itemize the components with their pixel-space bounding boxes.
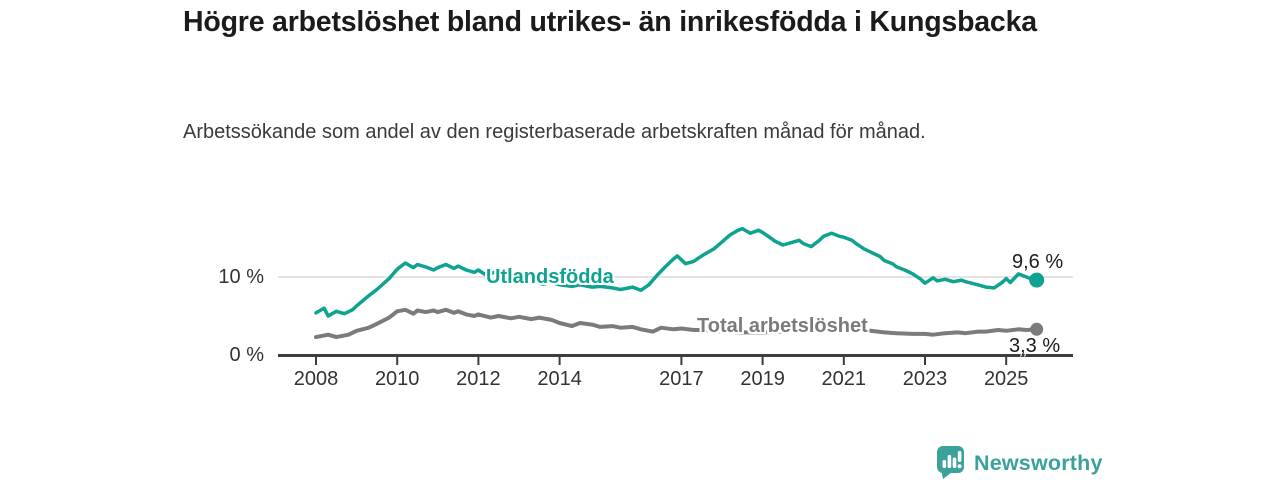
end-value-label-utlandsfodda: 9,6 % <box>1012 251 1064 273</box>
bar-chart-speech-bubble-icon <box>937 446 964 479</box>
end-value-label-total-arbetsloshet: 3,3 % <box>1009 335 1061 357</box>
x-tick-label: 2025 <box>983 368 1029 390</box>
series-label-total-arbetsloshet: Total arbetslöshet <box>697 315 868 337</box>
series-label-utlandsfodda: Utlandsfödda <box>486 266 614 288</box>
series-endpoint-utlandsfodda <box>1029 272 1045 288</box>
x-tick-label: 2019 <box>740 368 785 390</box>
series-line-utlandsfodda <box>314 226 1039 318</box>
series-line-total-arbetsloshet <box>314 307 1039 340</box>
newsworthy-logo: Newsworthy <box>936 445 1103 480</box>
page-title: Högre arbetslöshet bland utrikes- än inr… <box>183 6 1037 38</box>
brand-name: Newsworthy <box>974 450 1103 475</box>
x-tick-label: 2021 <box>821 368 867 390</box>
x-tick-label: 2008 <box>293 368 339 390</box>
y-axis-label-0: 0 % <box>229 344 264 366</box>
x-tick-label: 2012 <box>456 368 501 390</box>
x-tick-label: 2017 <box>659 368 704 390</box>
x-tick-label: 2023 <box>902 368 948 390</box>
x-tick-label: 2014 <box>537 368 582 390</box>
x-tick-label: 2010 <box>374 368 420 390</box>
series-endpoint-total-arbetsloshet <box>1030 322 1044 336</box>
y-axis-label-10: 10 % <box>218 266 264 288</box>
chart-subtitle: Arbetssökande som andel av den registerb… <box>183 121 926 143</box>
